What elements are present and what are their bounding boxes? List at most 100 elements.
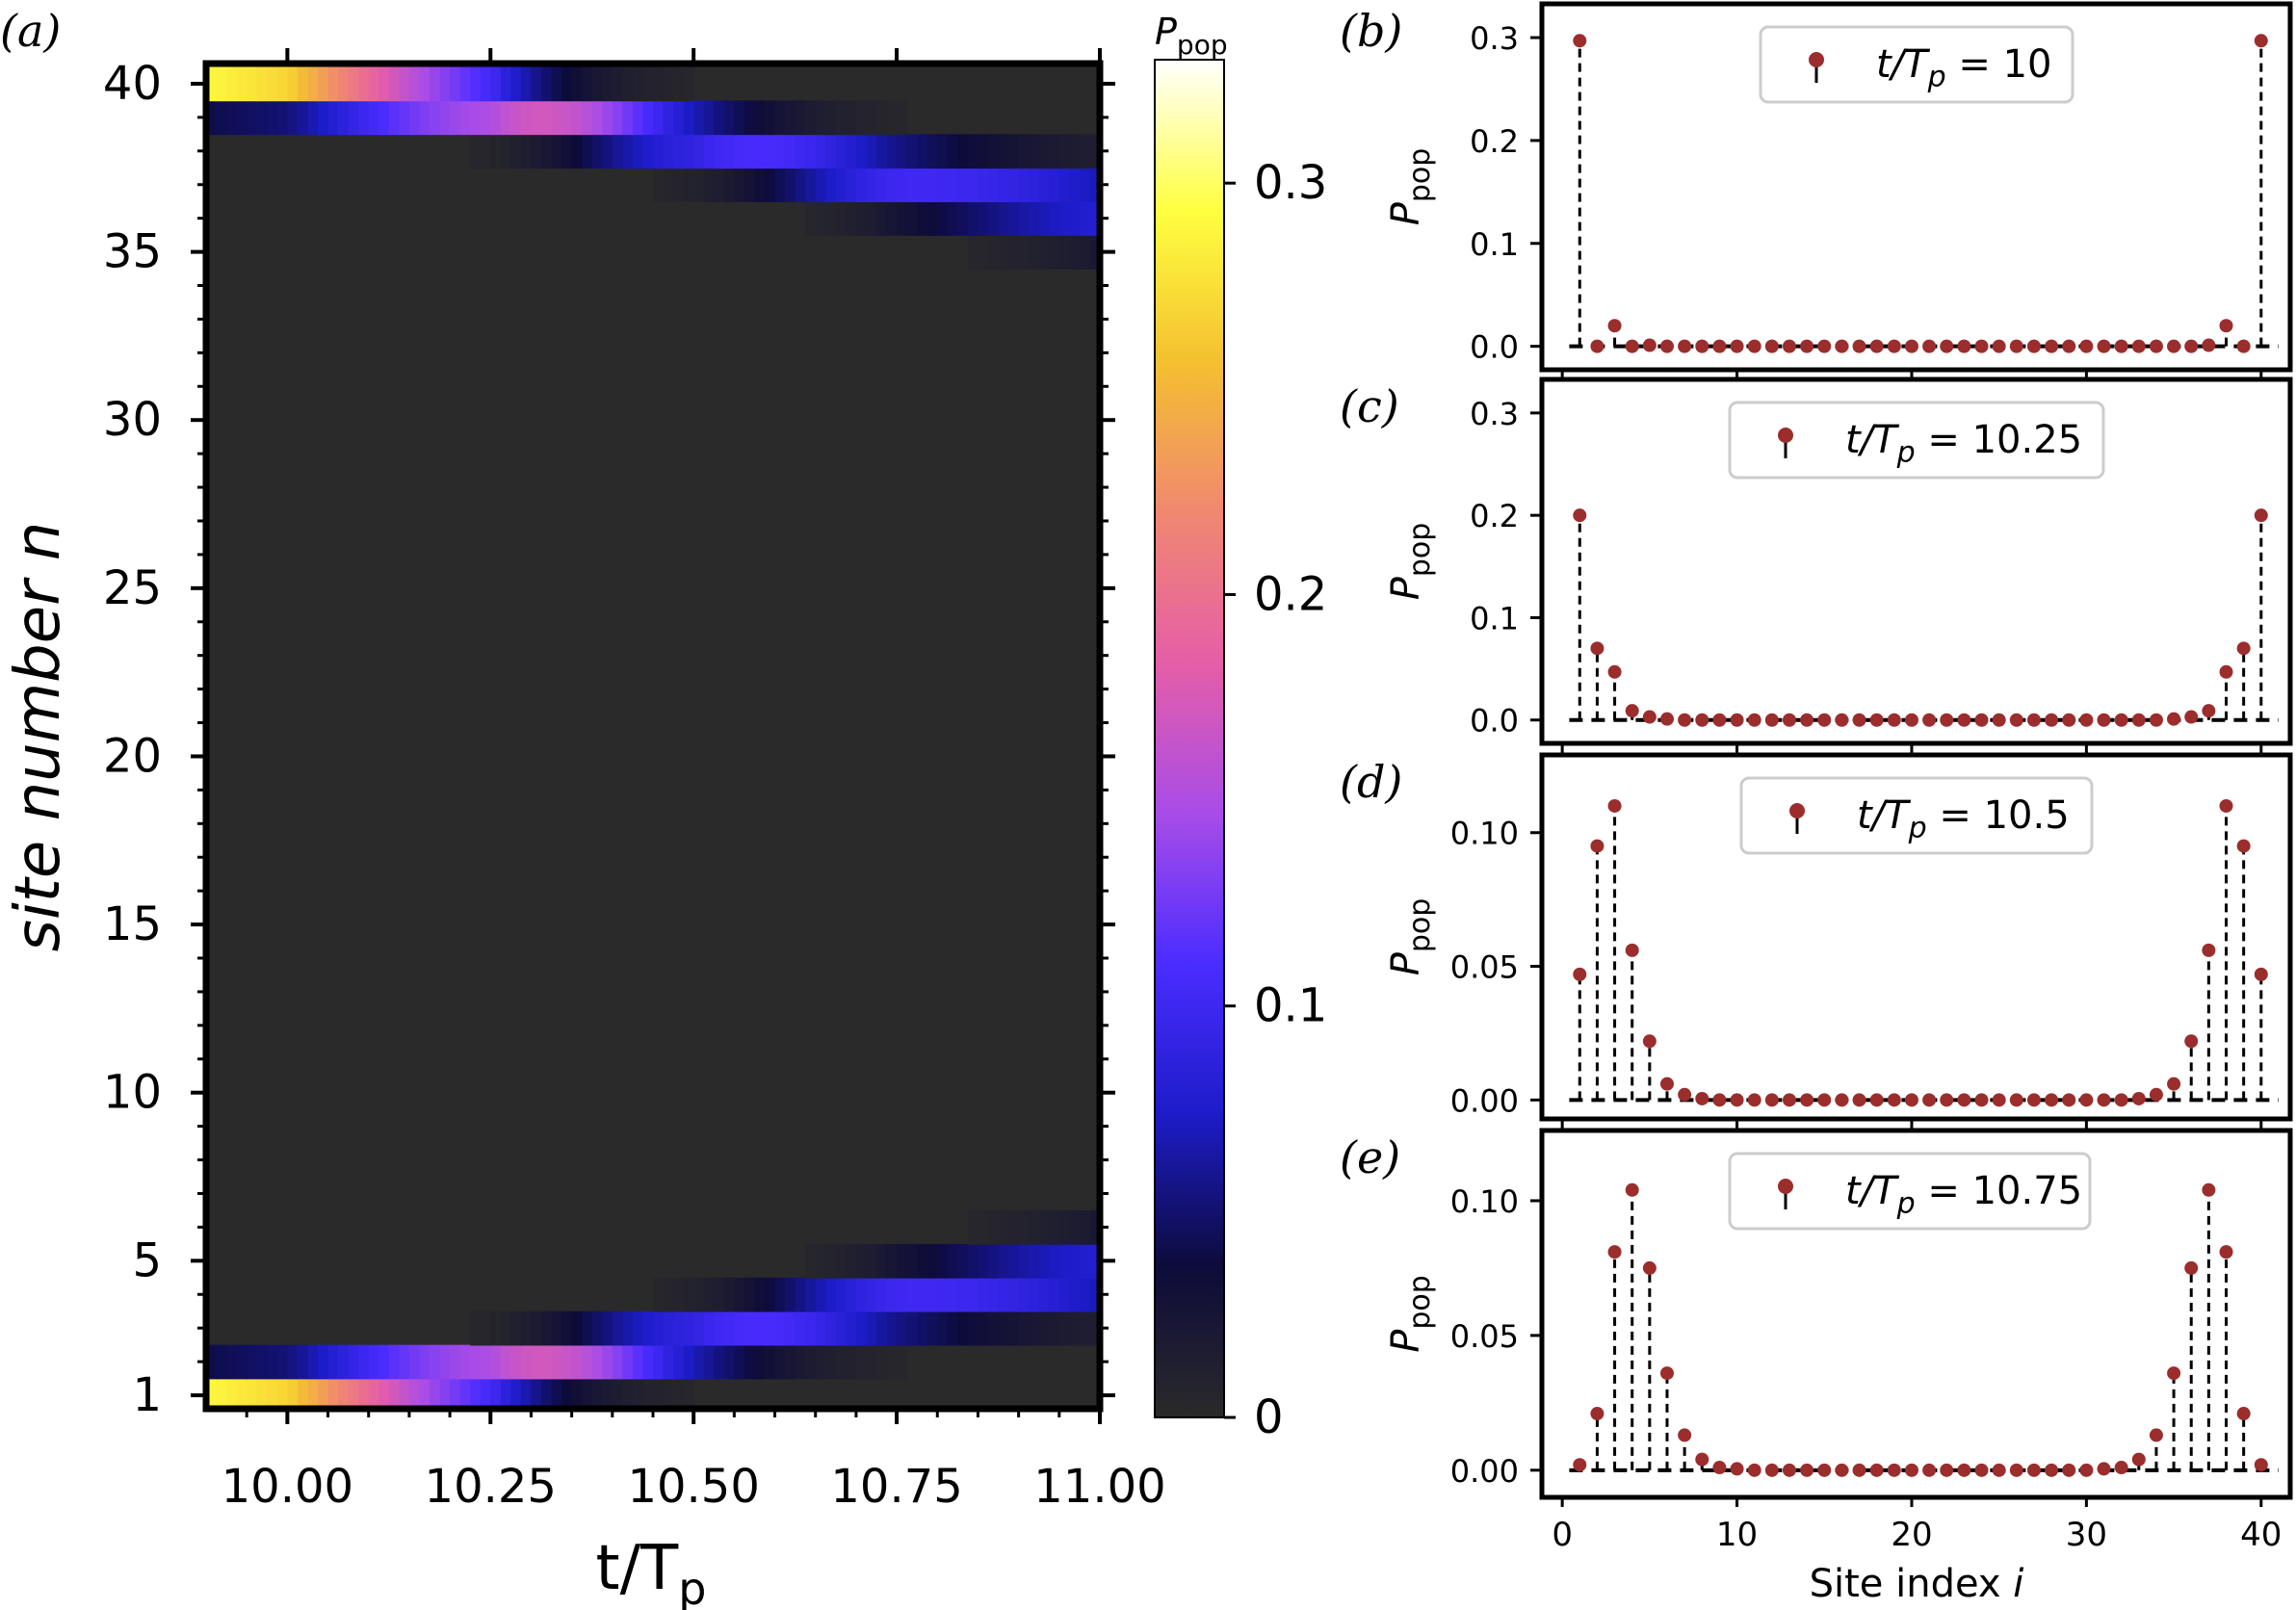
heatmap-cell bbox=[541, 1344, 553, 1380]
heatmap-cell bbox=[561, 1311, 573, 1346]
stem-marker bbox=[1730, 713, 1744, 727]
heatmap-cell bbox=[917, 168, 928, 202]
heatmap-cell bbox=[765, 168, 776, 202]
heatmap-cell bbox=[602, 1311, 613, 1346]
stem-marker bbox=[1800, 1463, 1814, 1477]
heatmap-cell bbox=[571, 66, 583, 102]
heatmap-cell bbox=[754, 134, 766, 169]
stem-marker bbox=[2167, 1077, 2181, 1091]
heatmap-cell bbox=[673, 66, 685, 102]
y-tick-label: 20 bbox=[103, 729, 162, 783]
stem-marker bbox=[2026, 1093, 2041, 1107]
heatmap-cell bbox=[886, 1344, 898, 1380]
stem-marker bbox=[1747, 1093, 1761, 1107]
heatmap-cell bbox=[520, 1311, 533, 1346]
heatmap-cell bbox=[307, 100, 319, 136]
heatmap-cell bbox=[846, 1277, 857, 1312]
heatmap-cell bbox=[815, 1243, 827, 1279]
heatmap-cell bbox=[825, 134, 837, 169]
heatmap-cell bbox=[855, 1243, 868, 1279]
heatmap-cell bbox=[256, 1378, 269, 1409]
stem-panel-d: 0.00 0.05 0.10 Ppop (d) t/Tp = 10.5 bbox=[1340, 752, 2293, 1129]
heatmap-cell bbox=[937, 134, 949, 169]
stem-marker bbox=[1747, 339, 1761, 353]
heatmap-cell bbox=[917, 1311, 928, 1346]
heatmap-cell bbox=[785, 134, 796, 169]
heatmap-cell bbox=[368, 1344, 380, 1380]
heatmap-cell bbox=[520, 100, 533, 136]
heatmap-cell bbox=[1038, 1311, 1051, 1346]
heatmap-cell bbox=[957, 1243, 969, 1279]
legend-subscript: p bbox=[1908, 812, 1927, 845]
heatmap-cell bbox=[967, 134, 979, 169]
heatmap-cell bbox=[1079, 235, 1091, 270]
heatmap-cell bbox=[287, 1378, 299, 1409]
colorbar-ticks: 0 0.1 0.2 0.3 bbox=[1224, 156, 1327, 1444]
heatmap-cell bbox=[957, 134, 969, 169]
stem-marker bbox=[2184, 339, 2199, 353]
heatmap-cell bbox=[531, 134, 542, 169]
heatmap-cell bbox=[450, 66, 461, 102]
heatmap-cell bbox=[805, 134, 817, 169]
heatmap-cell bbox=[693, 1344, 705, 1380]
stem-marker bbox=[1782, 1463, 1796, 1477]
heatmap-ylabel: site number n bbox=[3, 522, 74, 952]
heatmap-cell bbox=[459, 1344, 471, 1380]
stem-marker bbox=[2079, 1093, 2094, 1107]
heatmap-cell bbox=[206, 100, 218, 136]
heatmap-cell bbox=[825, 1243, 837, 1279]
y-tick-label: 0.3 bbox=[1470, 20, 1519, 57]
heatmap-cell bbox=[1038, 134, 1051, 169]
stem-marker bbox=[1659, 339, 1674, 353]
heatmap-cell bbox=[967, 1311, 979, 1346]
heatmap-cell bbox=[1049, 1277, 1060, 1312]
heatmap-cell bbox=[988, 1243, 1000, 1279]
stem-marker bbox=[1940, 1093, 1954, 1107]
heatmap-cell bbox=[967, 1243, 979, 1279]
heatmap-cell bbox=[978, 235, 989, 270]
heatmap-axis-ticks: 10.00 10.25 10.50 10.75 11.00151015202530354… bbox=[103, 48, 1166, 1514]
heatmap-cell bbox=[897, 1311, 908, 1346]
heatmap-cell bbox=[642, 1344, 654, 1380]
panel-label-a: (a) bbox=[0, 5, 61, 57]
heatmap-cell bbox=[500, 66, 512, 102]
stem-marker bbox=[2236, 641, 2251, 656]
heatmap-cell bbox=[1008, 1243, 1020, 1279]
y-tick-label: 5 bbox=[132, 1233, 162, 1287]
stem-marker bbox=[1817, 1463, 1832, 1477]
stem-marker bbox=[2167, 339, 2181, 353]
heatmap-cell bbox=[937, 1311, 949, 1346]
heatmap-cell bbox=[602, 134, 613, 169]
stem-marker bbox=[1835, 1463, 1849, 1477]
y-tick-label: 0.00 bbox=[1450, 1453, 1519, 1490]
heatmap-cell bbox=[1069, 1277, 1081, 1312]
x-tick-label: 11.00 bbox=[1033, 1460, 1165, 1514]
heatmap-cell bbox=[591, 100, 604, 136]
heatmap-cell bbox=[714, 1277, 725, 1312]
stem-marker bbox=[1730, 1093, 1744, 1107]
heatmap-cell bbox=[419, 1344, 430, 1380]
heatmap-cell bbox=[866, 1311, 877, 1346]
y-tick-label: 0.1 bbox=[1470, 600, 1519, 636]
heatmap-cell bbox=[906, 134, 918, 169]
heatmap-cell bbox=[926, 1311, 939, 1346]
heatmap-cell bbox=[653, 168, 665, 202]
stem-marker bbox=[2114, 713, 2128, 727]
heatmap-cell bbox=[480, 134, 492, 169]
heatmap-cell bbox=[1089, 235, 1100, 270]
heatmap-cell bbox=[906, 1277, 918, 1312]
heatmap-cell bbox=[978, 134, 989, 169]
heatmap-cell bbox=[551, 1344, 562, 1380]
heatmap-cell bbox=[967, 235, 979, 270]
colorbar-scale bbox=[1154, 59, 1225, 1418]
heatmap-cell bbox=[561, 1378, 573, 1409]
stem-marker bbox=[2009, 713, 2023, 727]
x-tick-label: 10.75 bbox=[830, 1460, 962, 1514]
heatmap-cell bbox=[591, 134, 604, 169]
heatmap-cell bbox=[917, 1277, 928, 1312]
stem-marker bbox=[1904, 339, 1918, 353]
y-tick-label: 1 bbox=[132, 1368, 162, 1422]
heatmap-cell bbox=[693, 1311, 705, 1346]
heatmap-cell bbox=[855, 100, 868, 136]
stem-marker bbox=[1642, 710, 1657, 724]
